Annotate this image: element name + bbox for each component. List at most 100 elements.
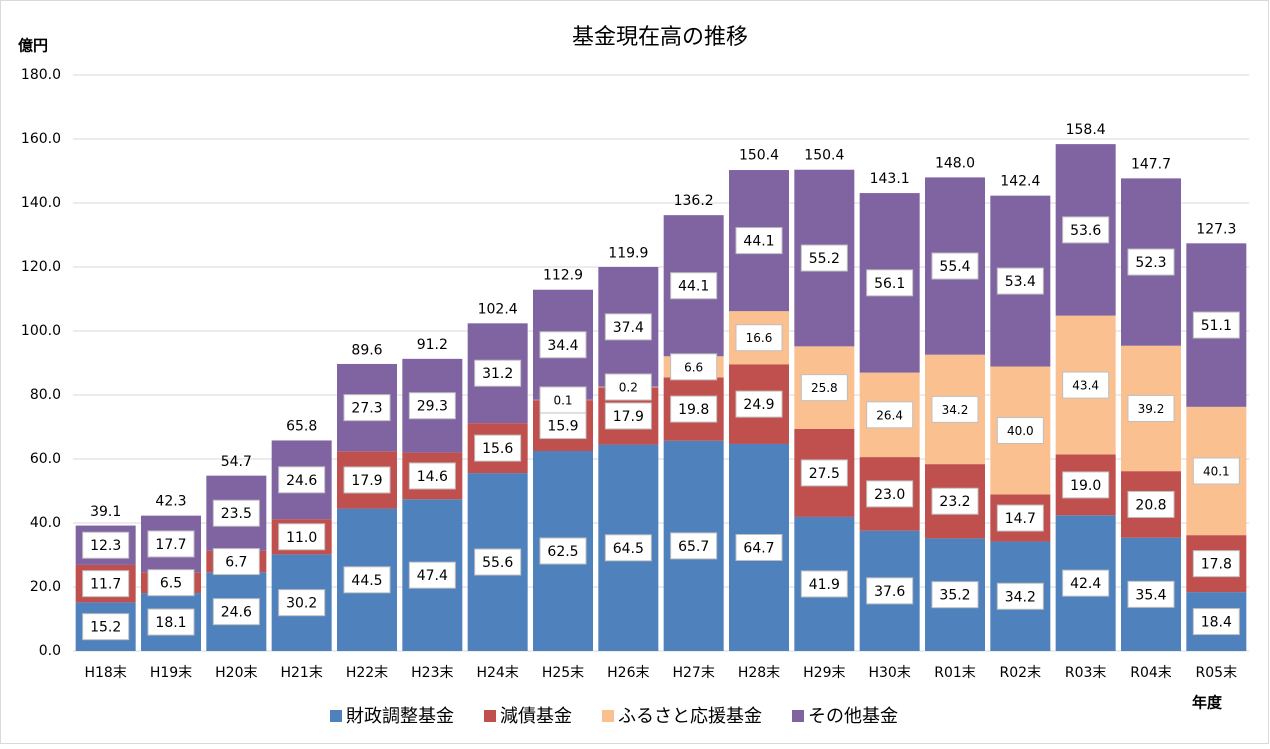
data-label: 0.2 [619,381,638,395]
data-label: 17.9 [351,473,382,489]
x-tick-label: H21末 [280,665,322,681]
data-label: 40.0 [1007,424,1034,438]
x-tick-label: R01末 [934,665,976,681]
data-label: 35.2 [939,588,970,604]
x-tick-label: R05末 [1196,665,1238,681]
data-label: 30.2 [286,596,317,612]
data-label: 55.6 [482,555,513,571]
data-label: 51.1 [1201,318,1232,334]
data-label: 20.8 [1135,497,1166,513]
legend-swatch [484,710,496,722]
y-tick-label: 100.0 [21,323,61,339]
total-label: 119.9 [608,245,648,261]
x-tick-label: R02末 [1000,665,1042,681]
data-label: 23.2 [939,494,970,510]
data-label: 18.1 [155,615,186,631]
data-label: 17.8 [1201,557,1232,573]
y-tick-label: 160.0 [21,131,61,147]
total-label: 89.6 [351,342,382,358]
data-label: 24.6 [221,605,252,621]
data-label: 14.6 [417,469,448,485]
data-label: 27.3 [351,401,382,417]
x-tick-label: R03末 [1065,665,1107,681]
x-tick-label: H25末 [542,665,584,681]
data-label: 65.7 [678,539,709,555]
data-label: 52.3 [1135,255,1166,271]
legend-swatch [330,710,342,722]
data-label: 42.4 [1070,576,1101,592]
total-label: 91.2 [417,337,448,353]
total-label: 42.3 [155,494,186,510]
legend-label: 財政調整基金 [346,706,454,727]
data-label: 37.4 [613,320,644,336]
data-label: 15.9 [547,419,578,435]
data-label: 64.7 [743,540,774,556]
data-label: 34.2 [942,403,969,417]
y-tick-label: 60.0 [30,451,61,467]
data-label: 56.1 [874,276,905,292]
x-tick-label: H19末 [150,665,192,681]
data-label: 27.5 [809,466,840,482]
y-tick-label: 120.0 [21,259,61,275]
total-label: 142.4 [1000,173,1040,189]
data-label: 17.7 [155,537,186,553]
data-label: 19.8 [678,402,709,418]
data-label: 43.4 [1072,379,1099,393]
y-tick-label: 140.0 [21,195,61,211]
data-label: 0.1 [553,393,572,407]
x-tick-label: H26末 [607,665,649,681]
total-label: 127.3 [1196,222,1236,238]
total-label: 148.0 [935,155,975,171]
y-tick-label: 20.0 [30,579,61,595]
data-label: 31.2 [482,366,513,382]
data-label: 23.5 [221,506,252,522]
total-label: 54.7 [221,454,252,470]
total-label: 39.1 [90,504,121,520]
total-label: 65.8 [286,418,317,434]
data-label: 18.4 [1201,615,1232,631]
data-label: 44.5 [351,573,382,589]
data-label: 17.9 [613,409,644,425]
data-label: 19.0 [1070,478,1101,494]
x-tick-label: H23末 [411,665,453,681]
total-label: 143.1 [870,171,910,187]
data-label: 6.7 [225,555,247,571]
data-label: 35.4 [1135,587,1166,603]
data-label: 26.4 [876,408,903,422]
x-tick-label: H24末 [476,665,518,681]
legend-swatch [602,710,614,722]
total-label: 136.2 [674,193,714,209]
data-label: 40.1 [1203,465,1230,479]
data-label: 6.6 [684,360,703,374]
x-tick-label: H22末 [346,665,388,681]
total-label: 158.4 [1066,122,1106,138]
data-label: 15.6 [482,441,513,457]
y-tick-label: 40.0 [30,515,61,531]
x-tick-label: H30末 [868,665,910,681]
x-axis-label: 年度 [1192,694,1223,712]
data-label: 24.9 [743,397,774,413]
data-label: 44.1 [678,279,709,295]
x-tick-label: H27末 [672,665,714,681]
legend-label: ふるさと応援基金 [618,706,762,727]
legend-label: 減債基金 [500,706,572,727]
data-label: 34.4 [547,338,578,354]
data-label: 24.6 [286,473,317,489]
legend-label: その他基金 [808,706,898,727]
data-label: 23.0 [874,487,905,503]
data-label: 15.2 [90,620,121,636]
y-axis-label: 億円 [18,37,48,55]
data-label: 53.4 [1005,274,1036,290]
data-label: 12.3 [90,538,121,554]
data-label: 25.8 [811,381,838,395]
legend-swatch [792,710,804,722]
data-label: 29.3 [417,399,448,415]
data-label: 39.2 [1138,402,1165,416]
data-label: 55.2 [809,251,840,267]
data-label: 53.6 [1070,223,1101,239]
data-label: 41.9 [809,577,840,593]
data-label: 14.7 [1005,511,1036,527]
data-label: 11.0 [286,530,317,546]
total-label: 150.4 [739,148,779,164]
